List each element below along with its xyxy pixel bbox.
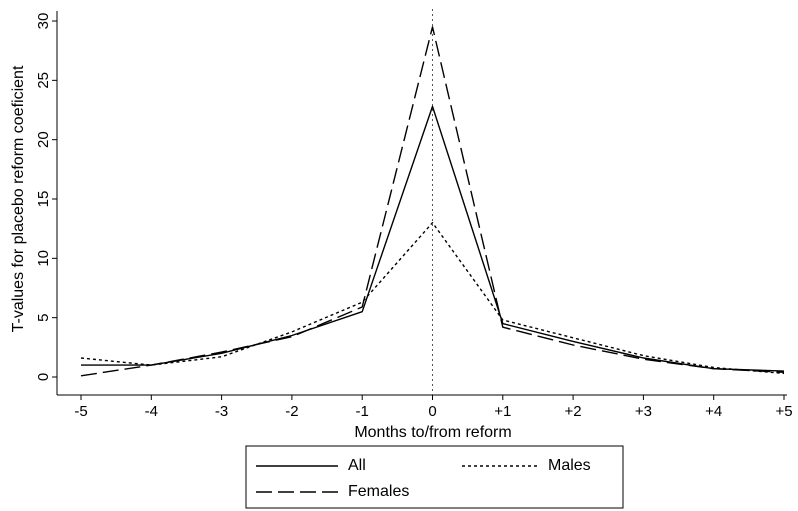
x-tick-label: +1 (494, 403, 511, 420)
y-tick-label: 20 (35, 131, 52, 148)
legend-label-all: All (348, 457, 366, 474)
legend: All Males Females (245, 445, 624, 509)
series-line-females (80, 26, 785, 377)
legend-box (245, 445, 624, 509)
x-tick-label: -5 (74, 403, 87, 420)
x-tick-label: +2 (565, 403, 582, 420)
x-tick-label: -1 (356, 403, 369, 420)
legend-label-females: Females (348, 483, 409, 500)
y-tick-label: 30 (35, 13, 52, 30)
x-tick-label: -2 (285, 403, 298, 420)
x-tick-label: +4 (705, 403, 722, 420)
y-tick-label: 5 (35, 313, 52, 321)
x-tick-label: +5 (775, 403, 792, 420)
y-tick-label: 15 (35, 191, 52, 208)
series-line-males (80, 221, 785, 375)
legend-label-males: Males (548, 457, 591, 474)
x-tick-label: -3 (215, 403, 228, 420)
x-axis-title: Months to/from reform (354, 424, 511, 441)
x-tick-label: 0 (428, 403, 436, 420)
x-tick-label: +3 (635, 403, 652, 420)
y-tick-label: 25 (35, 72, 52, 89)
x-tick-label: -4 (145, 403, 158, 420)
y-tick-label: 0 (35, 373, 52, 381)
series-line-all (81, 105, 785, 372)
y-axis-title: T-values for placebo reform coeficient (10, 65, 27, 332)
y-tick-label: 10 (35, 250, 52, 267)
